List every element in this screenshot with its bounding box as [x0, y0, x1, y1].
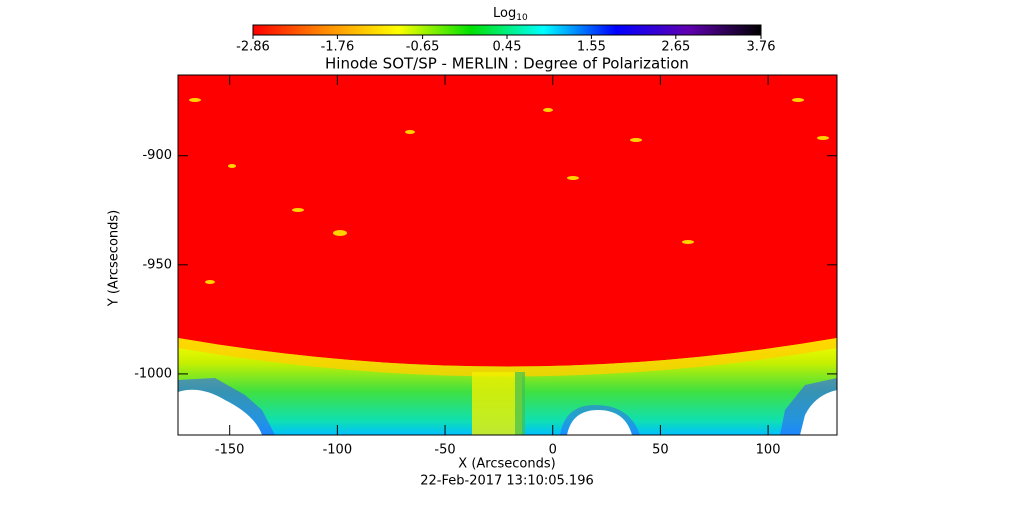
colorbar-tick-label: 1.55 [577, 40, 606, 55]
y-tick-label: -1000 [134, 366, 172, 381]
x-tick-label: 50 [652, 443, 669, 458]
chart-title: Hinode SOT/SP - MERLIN : Degree of Polar… [325, 55, 689, 73]
image [178, 75, 837, 435]
colorbar-label: Log10 [493, 6, 528, 23]
plot-frame [177, 74, 838, 436]
colorbar [252, 24, 762, 36]
x-tick-label: -150 [215, 443, 245, 458]
colorbar-tick-label: 0.45 [493, 40, 522, 55]
colorbar-tick-label: -2.86 [236, 40, 270, 55]
footer: 22-Feb-2017 13:10:05.196 [420, 474, 594, 489]
colorbar-tick-label: -1.76 [321, 40, 355, 55]
y-axis-label: Y (Arcseconds) [107, 210, 122, 307]
y-tick-label: -950 [142, 257, 172, 272]
x-tick-label: -50 [434, 443, 455, 458]
colorbar-tick-label: 2.65 [661, 40, 690, 55]
colorbar-tick-label: 3.76 [747, 40, 776, 55]
x-tick-label: 100 [756, 443, 781, 458]
y-tick-label: -900 [142, 148, 172, 163]
x-axis-label: X (Arcseconds) [458, 457, 555, 472]
colorbar-tick-label: -0.65 [406, 40, 440, 55]
x-tick-label: -100 [323, 443, 353, 458]
x-tick-label: 0 [549, 443, 557, 458]
